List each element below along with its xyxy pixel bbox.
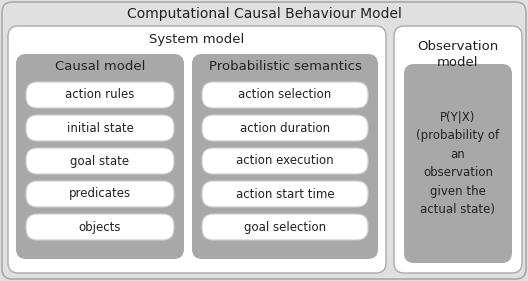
Text: predicates: predicates (69, 187, 131, 201)
Text: goal state: goal state (70, 155, 129, 167)
Text: action duration: action duration (240, 121, 330, 135)
FancyBboxPatch shape (26, 82, 174, 108)
FancyBboxPatch shape (16, 54, 184, 259)
Text: action rules: action rules (65, 89, 135, 101)
Text: action selection: action selection (238, 89, 332, 101)
FancyBboxPatch shape (394, 26, 522, 273)
Text: goal selection: goal selection (244, 221, 326, 234)
Text: P(Y|X)
(probability of
an
observation
given the
actual state): P(Y|X) (probability of an observation gi… (417, 111, 499, 216)
FancyBboxPatch shape (202, 214, 368, 240)
Text: Causal model: Causal model (55, 60, 145, 74)
FancyBboxPatch shape (404, 64, 512, 263)
FancyBboxPatch shape (8, 26, 386, 273)
Text: Probabilistic semantics: Probabilistic semantics (209, 60, 362, 74)
FancyBboxPatch shape (2, 2, 526, 279)
Text: action start time: action start time (235, 187, 334, 201)
FancyBboxPatch shape (26, 115, 174, 141)
FancyBboxPatch shape (192, 54, 378, 259)
Text: Computational Causal Behaviour Model: Computational Causal Behaviour Model (127, 7, 401, 21)
FancyBboxPatch shape (26, 214, 174, 240)
Text: objects: objects (79, 221, 121, 234)
FancyBboxPatch shape (26, 148, 174, 174)
FancyBboxPatch shape (202, 115, 368, 141)
FancyBboxPatch shape (26, 181, 174, 207)
Text: Observation
model: Observation model (417, 40, 498, 69)
FancyBboxPatch shape (202, 181, 368, 207)
Text: initial state: initial state (67, 121, 134, 135)
Text: action execution: action execution (236, 155, 334, 167)
Text: System model: System model (149, 33, 244, 46)
FancyBboxPatch shape (202, 82, 368, 108)
FancyBboxPatch shape (202, 148, 368, 174)
